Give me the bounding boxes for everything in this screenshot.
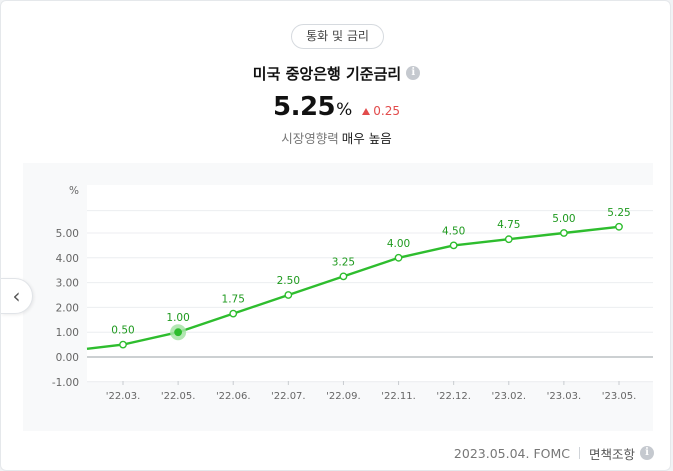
info-icon[interactable]: i [406, 66, 421, 80]
up-triangle-icon [362, 108, 371, 115]
data-label: 4.00 [387, 238, 410, 250]
x-tick-label: '23.05. [602, 391, 637, 402]
y-tick-label: 1.00 [56, 327, 79, 339]
data-label: 5.25 [607, 207, 630, 219]
line-chart: -1.00 0.00 1.00 2.00 3.00 4.00 5.00% '22.03. '22… [52, 185, 653, 402]
date-source: 2023.05.04. FOMC [453, 445, 570, 461]
x-tick-label: '23.02. [491, 391, 526, 402]
data-point [339, 272, 348, 281]
x-tick-label: '23.03. [547, 391, 582, 402]
y-tick-label: 2.00 [56, 302, 79, 314]
x-tick-label: '22.11. [381, 391, 416, 402]
y-axis-unit: % [69, 185, 79, 197]
page-title: 미국 중앙은행 기준금리 [252, 64, 402, 83]
category-tag[interactable]: 통화 및 금리 [291, 24, 384, 49]
footer: 2023.05.04. FOMC 면책조항 i [454, 444, 654, 462]
rate-number: 5.25 [272, 92, 336, 122]
data-point [229, 309, 238, 318]
data-label: 1.75 [222, 294, 245, 306]
rate-value: 5.25 % 0.25 [1, 92, 670, 126]
x-tick-label: '22.06. [216, 391, 251, 402]
y-tick-label: -1.00 [52, 377, 79, 389]
data-point [119, 340, 127, 349]
prev-button[interactable]: ‹ [1, 278, 33, 314]
market-impact: 시장영향력 매우 높음 [1, 128, 670, 146]
data-label: 1.00 [166, 312, 189, 324]
x-tick-label: '22.05. [161, 391, 196, 402]
disclaimer-link[interactable]: 면책조항 [588, 446, 635, 462]
data-point [615, 222, 623, 231]
data-label: 2.50 [277, 275, 300, 287]
impact-value: 매우 높음 [341, 131, 392, 146]
rate-chart: -1.00 0.00 1.00 2.00 3.00 4.00 5.00% '22.03. '22… [23, 163, 653, 431]
divider [578, 447, 580, 459]
data-point [449, 241, 458, 250]
data-label: 4.50 [442, 225, 465, 237]
data-label: 5.00 [552, 213, 575, 225]
data-point [174, 328, 183, 337]
rate-change-value: 0.25 [373, 104, 401, 118]
rate-change: 0.25 [362, 104, 400, 118]
y-tick-label: 0.00 [56, 352, 79, 364]
x-tick-label: '22.12. [436, 391, 471, 402]
impact-label: 시장영향력 [281, 131, 339, 146]
data-label: 3.25 [332, 256, 355, 268]
data-point [504, 235, 513, 244]
y-tick-label: 4.00 [56, 253, 79, 265]
chevron-left-icon: ‹ [12, 284, 21, 308]
y-tick-label: 5.00 [56, 228, 79, 240]
rate-unit: % [336, 100, 353, 120]
data-label: 4.75 [497, 219, 520, 231]
title-row: 미국 중앙은행 기준금리 i [1, 62, 670, 84]
data-point [559, 229, 568, 237]
data-point [394, 253, 403, 262]
info-icon[interactable]: i [640, 446, 654, 460]
x-tick-label: '22.09. [326, 391, 361, 402]
y-tick-label: 3.00 [56, 278, 79, 290]
x-tick-label: '22.03. [106, 391, 141, 402]
data-point [284, 291, 293, 299]
data-label: 0.50 [111, 325, 134, 337]
x-tick-label: '22.07. [271, 391, 306, 402]
